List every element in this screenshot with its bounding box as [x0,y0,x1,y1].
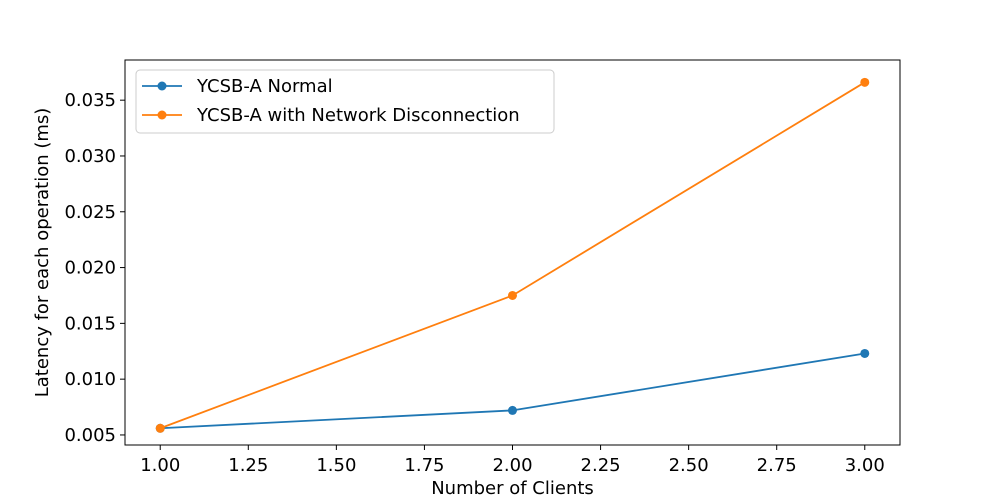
x-tick-label: 2.75 [757,455,797,476]
y-tick-label: 0.030 [64,146,116,167]
data-point [860,77,870,87]
data-point [508,290,517,300]
series-2 [155,77,870,433]
y-tick-label: 0.035 [64,90,116,111]
legend-box [135,69,555,134]
x-tick-label: 1.25 [228,455,268,476]
data-point [860,348,870,358]
x-axis-label: Number of Clients [431,478,594,499]
y-tick-label: 0.020 [64,258,116,279]
legend-marker [157,110,167,120]
x-tick-label: 1.00 [140,455,180,476]
legend-marker [157,81,167,91]
x-tick-label: 1.75 [404,455,444,476]
data-point [508,405,517,415]
legend-item: YCSB-A Normal [142,76,333,97]
series-layer [155,77,870,433]
legend: YCSB-A Normal YCSB-A with Network Disconn… [135,69,555,134]
legend-label: YCSB-A with Network Disconnection [196,105,520,126]
y-tick-label: 0.025 [64,202,116,223]
legend-label: YCSB-A Normal [196,76,333,97]
y-axis-label: Latency for each operation (ms) [32,108,53,398]
y-tick-label: 0.010 [64,369,116,390]
x-tick-label: 2.25 [581,455,621,476]
y-tick-label: 0.015 [64,313,116,334]
y-axis: 0.005 0.010 0.015 0.020 0.025 0.030 0.035 [64,90,125,446]
x-tick-label: 2.00 [492,455,532,476]
data-point [155,423,165,433]
x-tick-label: 3.00 [845,455,885,476]
x-axis: 1.00 1.25 1.50 1.75 2.00 2.25 2.50 2.75 3.00 [140,445,885,476]
x-tick-label: 1.50 [316,455,356,476]
y-tick-label: 0.005 [64,425,116,446]
x-tick-label: 2.50 [669,455,709,476]
legend-item: YCSB-A with Network Disconnection [142,105,520,126]
